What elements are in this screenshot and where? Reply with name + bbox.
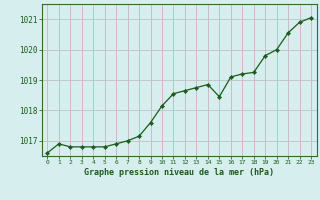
X-axis label: Graphe pression niveau de la mer (hPa): Graphe pression niveau de la mer (hPa) <box>84 168 274 177</box>
